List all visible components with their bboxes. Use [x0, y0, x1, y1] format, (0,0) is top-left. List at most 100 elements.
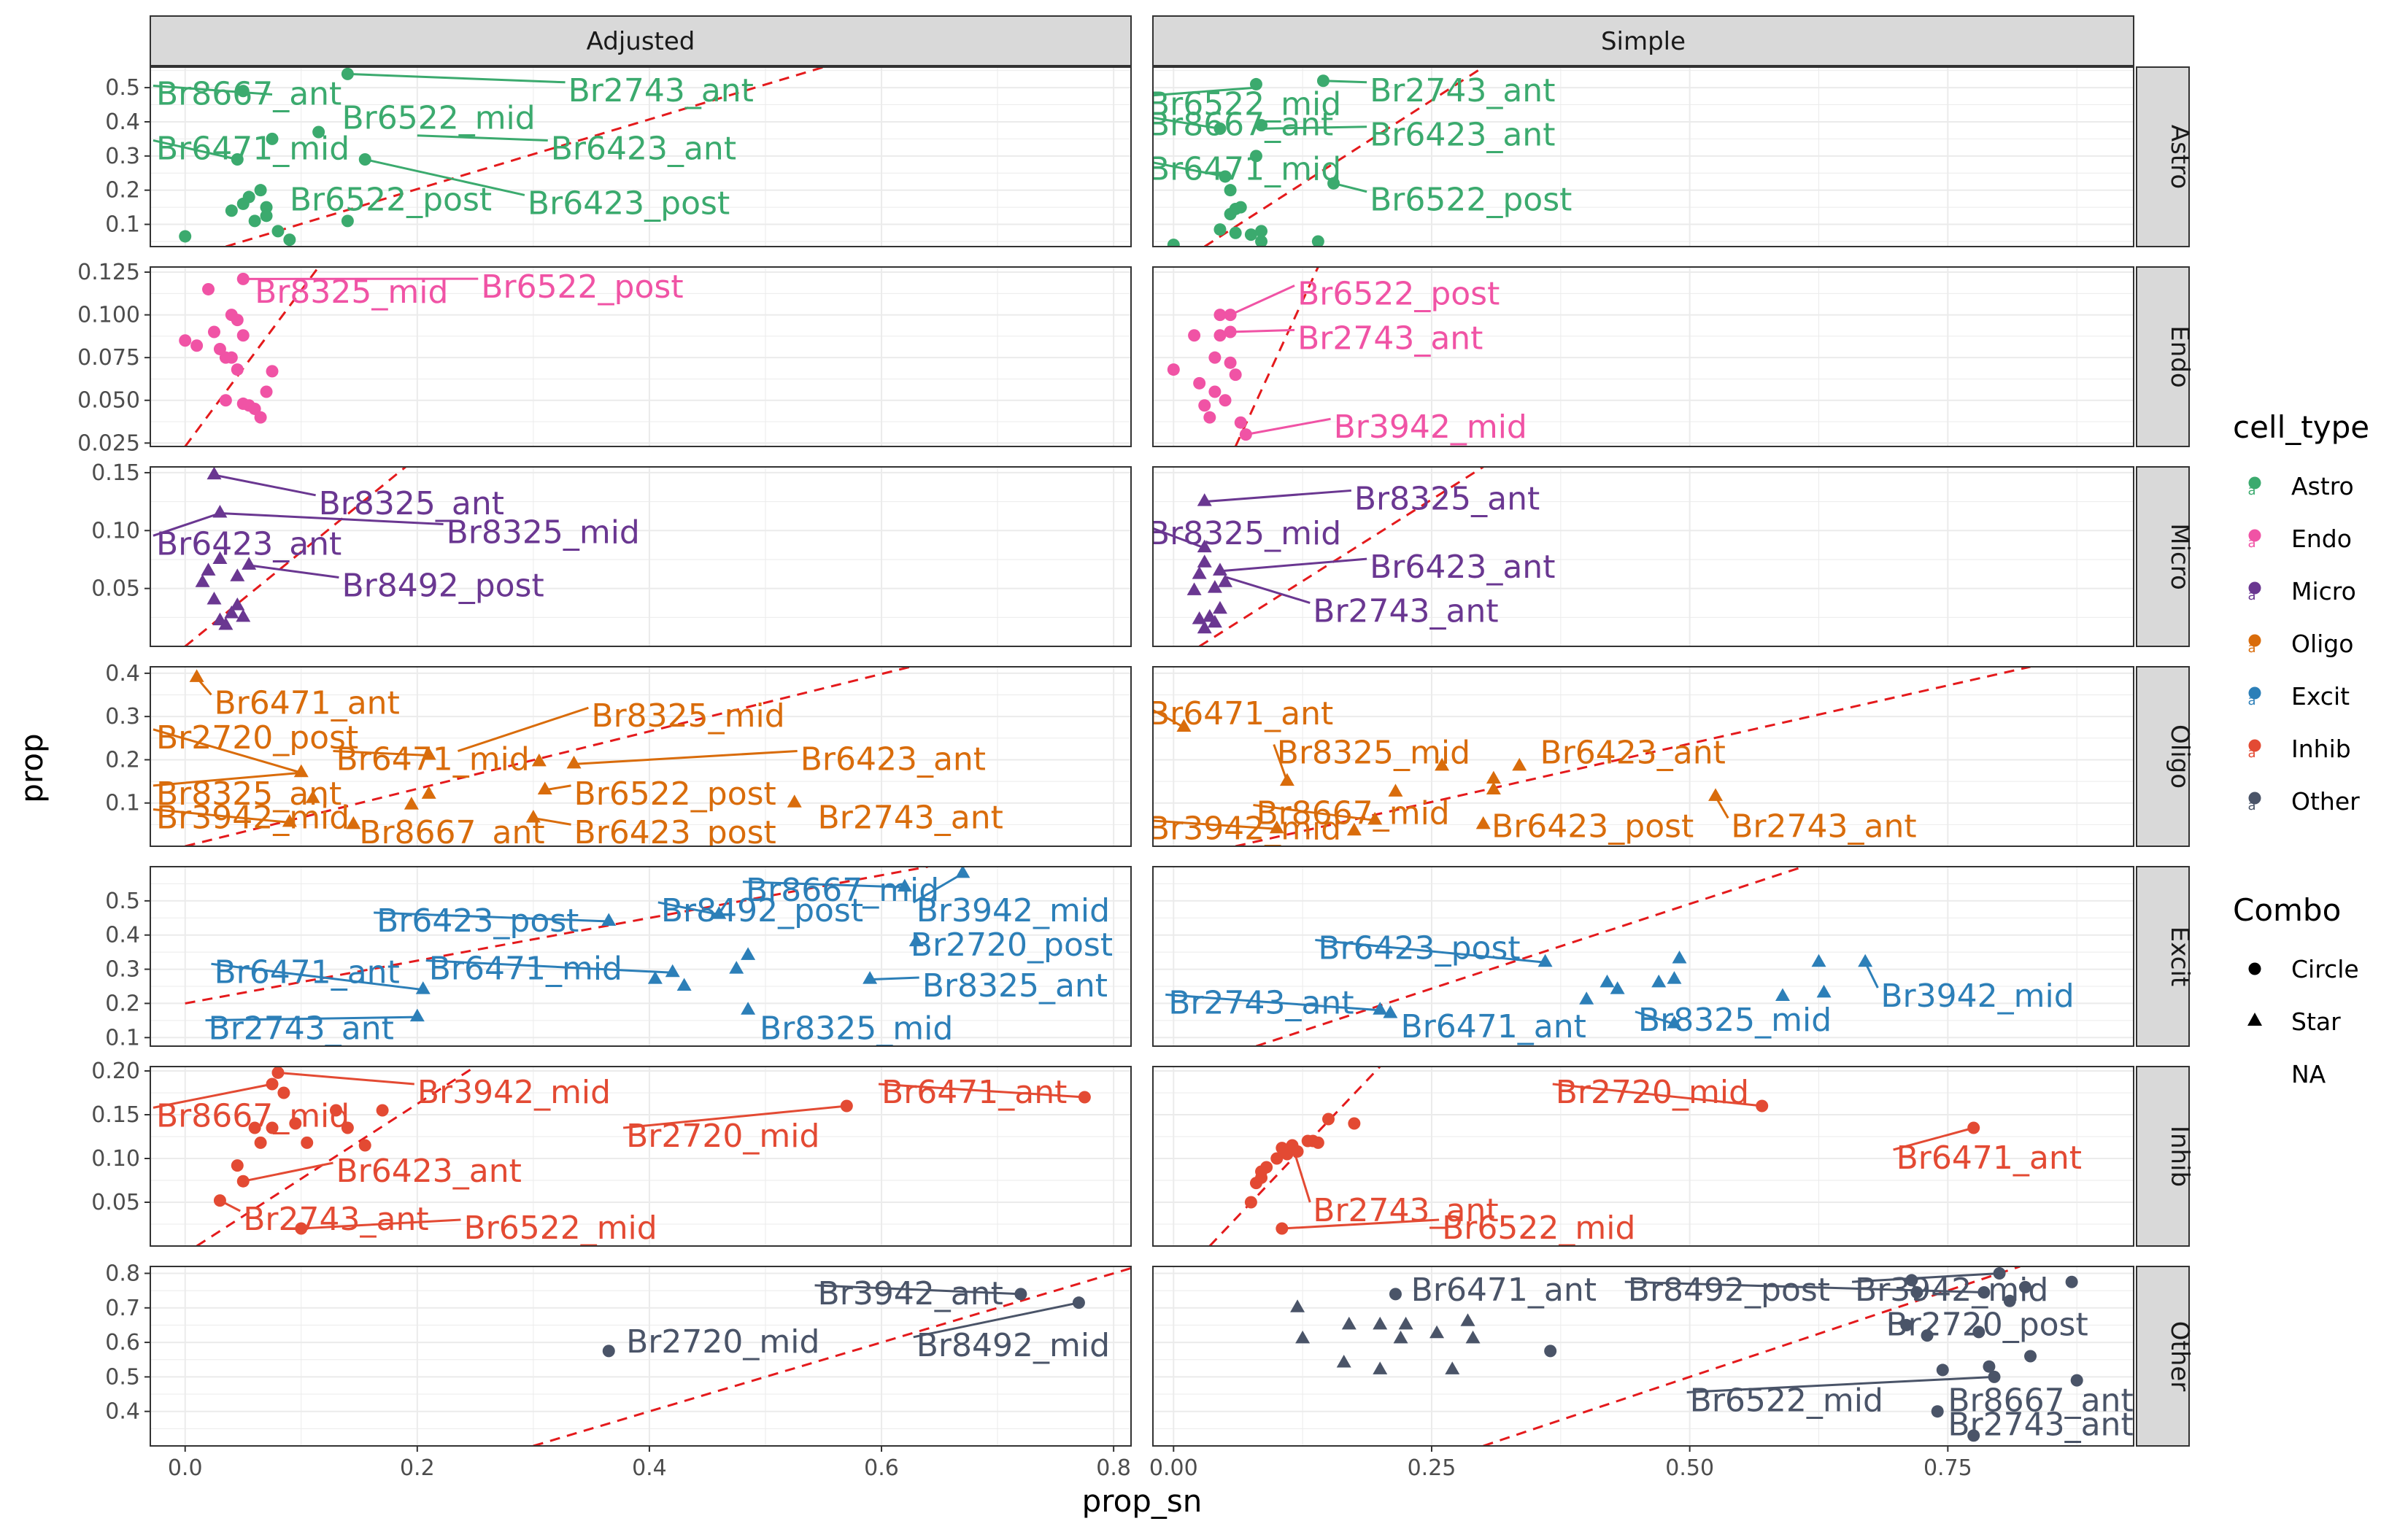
data-point — [1212, 562, 1227, 576]
panel-border — [1152, 1266, 2134, 1447]
y-tick-label: 0.20 — [91, 1059, 140, 1084]
label-leader-line — [153, 728, 302, 774]
data-point — [537, 781, 552, 794]
data-point — [1270, 1152, 1284, 1165]
data-point — [202, 282, 215, 295]
panel-simple-endo: Br6522_post Br2743_ant Br3942_mid — [1152, 266, 2134, 447]
legend-shape — [2247, 1013, 2262, 1026]
x-tick-label: 0.4 — [632, 1455, 667, 1481]
point-label: Br6522_post — [290, 182, 492, 219]
point-label: Br6471_ant — [1401, 1008, 1586, 1045]
data-point — [1290, 1299, 1305, 1312]
data-point — [1348, 1117, 1361, 1130]
data-point — [1213, 122, 1227, 135]
y-tick-label: 0.2 — [105, 991, 140, 1016]
data-point — [212, 504, 228, 518]
label-leader-line — [205, 1015, 417, 1022]
label-leader-line — [1635, 1010, 1675, 1025]
data-point — [1967, 1121, 1980, 1134]
legend-swatch-glyph: a — [2247, 641, 2255, 656]
data-point — [260, 201, 273, 214]
data-point — [1475, 816, 1491, 829]
y-tick-label: 0.3 — [105, 144, 140, 169]
label-leader-line — [533, 816, 571, 826]
x-tick-label: 0.25 — [1408, 1455, 1456, 1481]
data-point — [1988, 1370, 2001, 1383]
legend-swatch-glyph: a — [2247, 588, 2255, 603]
y-tick-label: 0.10 — [91, 1146, 140, 1172]
data-point — [741, 1002, 756, 1015]
panel-content: Br8325_mid Br6522_post — [179, 267, 684, 446]
data-point — [207, 592, 222, 605]
point-label: Br2743_ant — [1731, 808, 1916, 845]
label-leader-line — [248, 564, 339, 579]
legend-item-na: NA — [2291, 1060, 2326, 1088]
panel-content: Br8667_ant Br2743_ant Br6522_mid Br6423_ant… — [153, 67, 824, 247]
x-tick-label: 0.00 — [1149, 1455, 1198, 1481]
legend-label: Endo — [2291, 525, 2352, 553]
data-point — [231, 314, 244, 327]
legend-swatch-glyph: a — [2247, 746, 2255, 761]
strip-label-micro: Micro — [2165, 523, 2194, 590]
point-label: Br3942_mid — [417, 1074, 611, 1111]
label-leader-line — [913, 1301, 1079, 1339]
data-point — [242, 190, 255, 204]
data-point — [1465, 1330, 1481, 1344]
y-tick-label: 0.05 — [91, 576, 140, 602]
strip-label-astro: Astro — [2165, 125, 2194, 189]
panel-background — [1153, 1266, 2134, 1446]
label-leader-line — [1552, 1083, 1762, 1107]
data-point — [711, 906, 727, 919]
data-point — [266, 132, 279, 145]
data-point — [225, 351, 238, 364]
data-point — [1373, 1316, 1388, 1330]
panel-border — [150, 1066, 1132, 1247]
data-point — [1346, 822, 1362, 836]
panel-adjusted-astro: Br8667_ant Br2743_ant Br6522_mid Br6423_ant… — [105, 66, 1132, 247]
legend-swatch — [2248, 476, 2261, 490]
data-point — [248, 214, 261, 228]
data-point — [201, 562, 216, 576]
data-point — [2018, 1280, 2031, 1293]
panel-content: Br3942_mid Br6471_ant Br8667_mid Br2720_mid… — [153, 1067, 1091, 1246]
point-label: Br8492_post — [661, 892, 863, 929]
y-tick-label: 0.05 — [91, 1190, 140, 1215]
data-point — [207, 467, 222, 480]
data-point — [254, 184, 267, 197]
data-point — [1993, 1266, 2006, 1280]
point-label: Br8325_ant — [156, 775, 341, 813]
data-point — [1445, 1361, 1460, 1374]
panel-border — [150, 866, 1132, 1047]
strip-simple — [1152, 15, 2134, 66]
label-leader-line — [347, 72, 566, 84]
data-point — [1255, 225, 1268, 238]
data-point — [341, 214, 354, 228]
reference-line — [184, 267, 320, 446]
point-label: Br6522_post — [481, 268, 683, 306]
data-point — [358, 153, 371, 166]
panel-border — [1152, 866, 2134, 1047]
data-point — [1544, 1345, 1557, 1358]
y-tick-label: 0.15 — [91, 460, 140, 486]
data-point — [421, 747, 436, 760]
data-point — [1276, 1222, 1289, 1235]
legend-label: Inhib — [2291, 735, 2351, 763]
data-point — [1972, 1326, 1986, 1339]
reference-line — [184, 467, 406, 646]
data-point — [601, 913, 617, 926]
data-point — [1224, 184, 1237, 197]
x-tick-label: 0.2 — [400, 1455, 435, 1481]
y-tick-label: 0.075 — [77, 345, 140, 371]
data-point — [189, 669, 204, 682]
data-point — [1367, 811, 1383, 825]
data-point — [1224, 325, 1237, 338]
point-label: Br6423_post — [1318, 929, 1520, 967]
data-point — [1651, 974, 1667, 988]
point-label: Br6423_post — [574, 814, 776, 851]
data-point — [741, 947, 756, 960]
data-point — [1072, 1296, 1085, 1309]
panel-content: Br6423_post Br2743_ant Br6471_ant Br8325_mi… — [1165, 867, 2075, 1046]
strip-label-simple: Simple — [1601, 27, 1686, 56]
strip-oligo — [2136, 666, 2190, 847]
label-leader-line — [1261, 125, 1367, 130]
